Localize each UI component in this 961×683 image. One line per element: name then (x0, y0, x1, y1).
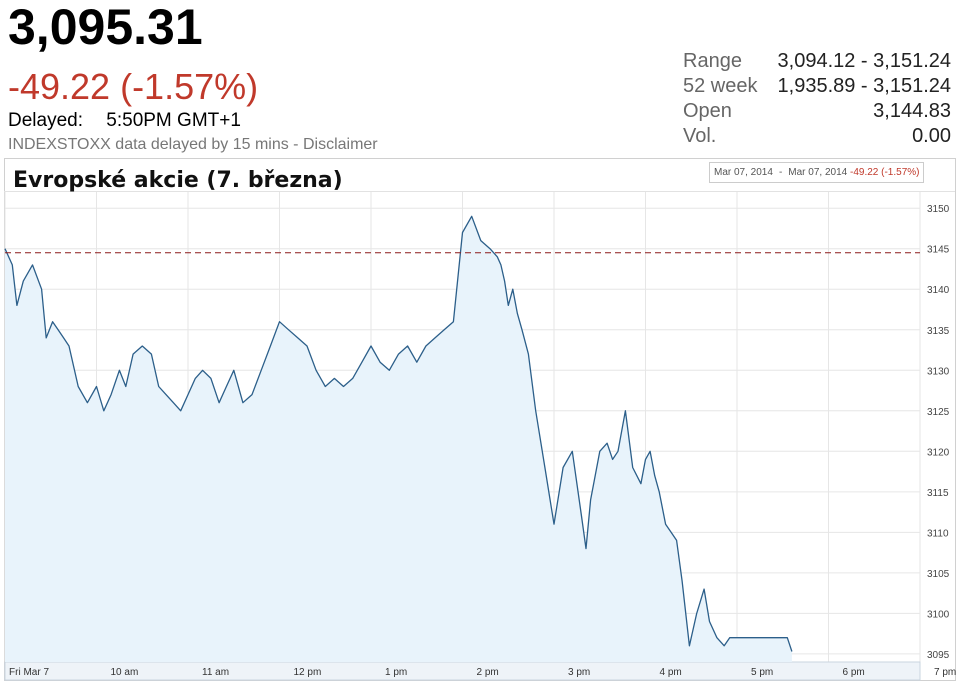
disclaimer-link[interactable]: INDEXSTOXX data delayed by 15 mins - Dis… (8, 136, 378, 153)
delayed-time: 5:50PM GMT+1 (106, 110, 241, 131)
stat-row-52week: 52 week 1,935.89 - 3,151.24 (683, 75, 951, 101)
stat-row-range: Range 3,094.12 - 3,151.24 (683, 50, 951, 76)
x-tick-label: 2 pm (477, 667, 499, 678)
x-tick-label: Fri Mar 7 (9, 667, 49, 678)
stat-row-volume: Vol. 0.00 (683, 125, 951, 151)
delayed-info: Delayed: 5:50PM GMT+1 (8, 110, 241, 132)
stat-value: 3,144.83 (873, 100, 951, 122)
x-tick-label: 3 pm (568, 667, 590, 678)
y-tick-label: 3150 (927, 204, 950, 215)
stat-key: 52 week (683, 75, 758, 97)
y-tick-label: 3115 (927, 488, 949, 499)
y-tick-label: 3125 (927, 407, 950, 418)
y-tick-label: 3135 (927, 326, 950, 337)
range-from-date: Mar 07, 2014 (714, 167, 773, 178)
stat-key: Range (683, 50, 742, 72)
y-tick-label: 3110 (927, 528, 949, 539)
y-tick-label: 3100 (927, 609, 950, 620)
quote-price: 3,095.31 (8, 0, 203, 55)
y-tick-label: 3120 (927, 447, 950, 458)
x-tick-label: 1 pm (385, 667, 407, 678)
y-tick-label: 3105 (927, 569, 950, 580)
chart-area (4, 215, 920, 663)
series-line (4, 215, 793, 652)
range-change: -49.22 (-1.57%) (850, 167, 920, 178)
stat-value: 1,935.89 - 3,151.24 (777, 75, 951, 97)
chart-title: Evropské akcie (7. března) (13, 168, 343, 193)
y-tick-label: 3095 (927, 650, 950, 661)
x-tick-label: 11 am (202, 667, 229, 678)
quote-change: -49.22 (-1.57%) (8, 66, 259, 107)
stat-value: 0.00 (912, 125, 951, 147)
x-tick-label: 6 pm (843, 667, 865, 678)
x-tick-label: 10 am (111, 667, 139, 678)
series-area-fill (5, 216, 792, 663)
chart-axes: 3095 3100 3105 3110 3115 3120 3125 3130 3135 3140… (9, 204, 956, 678)
range-separator: - (778, 167, 783, 178)
y-tick-label: 3140 (927, 285, 950, 296)
x-tick-label: 4 pm (660, 667, 682, 678)
stat-key: Vol. (683, 125, 717, 147)
x-tick-label: 7 pm (934, 667, 956, 678)
y-tick-label: 3130 (927, 366, 950, 377)
x-axis-band (4, 661, 921, 681)
x-tick-label: 5 pm (751, 667, 773, 678)
y-tick-label: 3145 (927, 245, 950, 256)
range-to-date: Mar 07, 2014 (788, 167, 848, 178)
delayed-label: Delayed: (8, 110, 83, 131)
stat-key: Open (683, 100, 732, 122)
stat-value: 3,094.12 - 3,151.24 (777, 50, 951, 72)
range-badge: Mar 07, 2014- Mar 07, 2014 -49.22 (-1.57%… (709, 162, 925, 183)
stat-row-open: Open 3,144.83 (683, 100, 951, 126)
x-tick-label: 12 pm (294, 667, 322, 678)
